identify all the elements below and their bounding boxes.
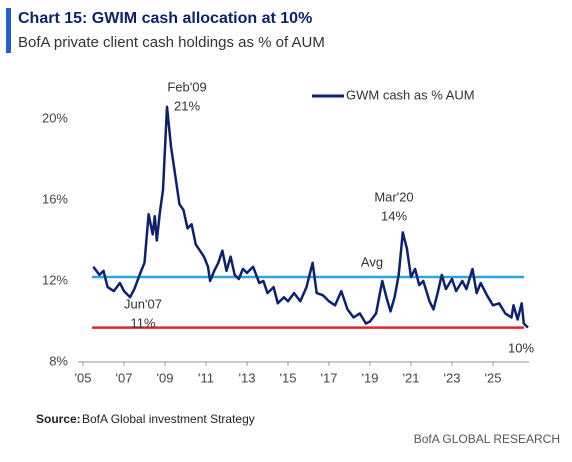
x-tick-label: '17	[321, 370, 338, 385]
x-tick-label: '19	[362, 370, 379, 385]
x-tick-label: '21	[403, 370, 420, 385]
source-label: Source:	[36, 412, 81, 426]
x-tick-label: '05	[75, 370, 92, 385]
x-tick-label: '07	[116, 370, 133, 385]
y-tick-label: 16%	[42, 191, 68, 206]
chart-subtitle: BofA private client cash holdings as % o…	[18, 34, 325, 51]
annotation: 14%	[381, 208, 407, 223]
x-tick-label: '25	[485, 370, 502, 385]
annotation: Mar'20	[374, 189, 413, 204]
data-line	[92, 105, 529, 329]
legend-label: GWM cash as % AUM	[346, 87, 475, 102]
x-tick-label: '11	[198, 370, 214, 385]
x-tick-label: '09	[157, 370, 174, 385]
annotation: Jun'07	[124, 296, 162, 311]
reference-label: Avg	[361, 254, 383, 269]
y-tick-label: 20%	[42, 110, 68, 125]
title-accent	[6, 8, 11, 53]
y-tick-label: 12%	[42, 272, 68, 287]
annotation: Feb'09	[167, 79, 206, 94]
footer: BofA GLOBAL RESEARCH	[414, 432, 560, 446]
chart-title: Chart 15: GWIM cash allocation at 10%	[18, 10, 312, 27]
source: BofA Global investment Strategy	[82, 412, 255, 426]
x-tick-label: '23	[444, 370, 461, 385]
y-tick-label: 8%	[49, 353, 68, 368]
x-tick-label: '15	[280, 370, 297, 385]
annotation: 21%	[174, 98, 200, 113]
annotation: 11%	[130, 315, 155, 330]
annotation: 10%	[508, 340, 534, 355]
x-tick-label: '13	[239, 370, 256, 385]
